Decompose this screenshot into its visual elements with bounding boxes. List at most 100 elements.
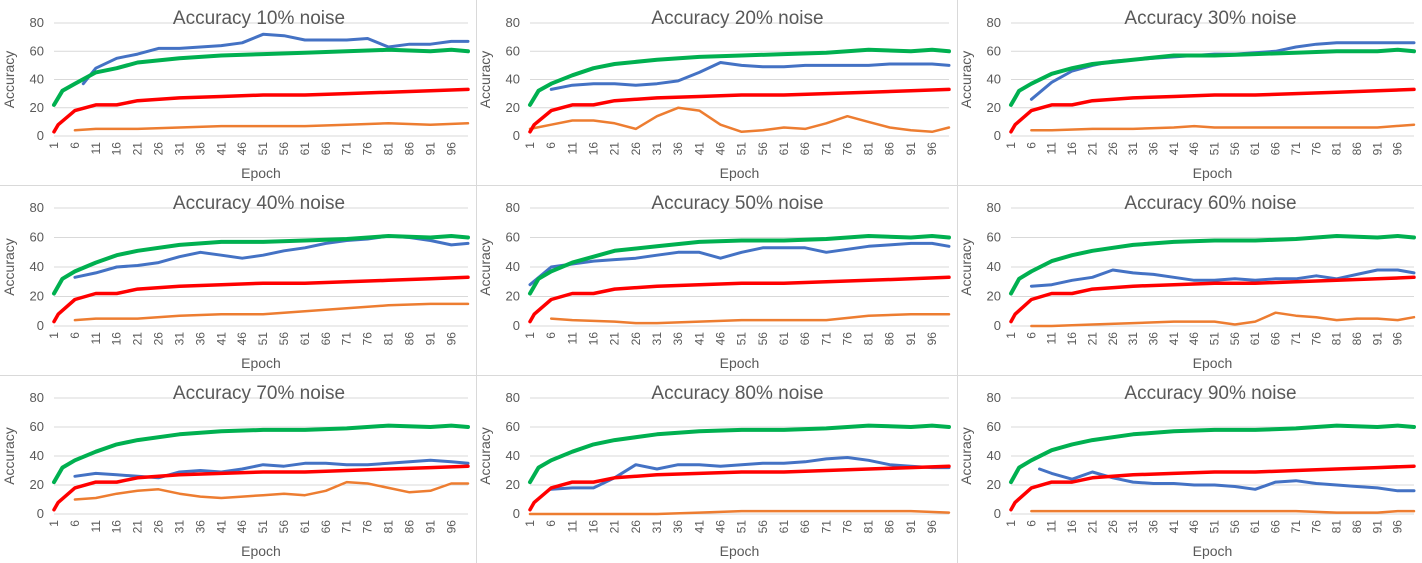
chart-panel: 0 20 40 60 80 1 6 11 16 21 26 31 36 41 46 51 56 61 66 71 76 8… <box>957 185 1422 375</box>
x-tick-label: 91 <box>1370 332 1384 346</box>
x-tick-label: 46 <box>1187 332 1201 346</box>
x-tick-label: 96 <box>925 332 939 346</box>
y-tick-label: 20 <box>30 477 44 492</box>
series-line-red <box>1009 464 1416 512</box>
x-tick-label: 16 <box>110 332 124 346</box>
x-tick-label: 16 <box>586 142 600 156</box>
y-tick-label: 80 <box>506 15 520 30</box>
x-tick-label: 56 <box>756 520 770 534</box>
x-tick-label: 26 <box>152 520 166 534</box>
x-tick-label: 81 <box>862 142 876 156</box>
x-tick-label: 31 <box>172 332 186 346</box>
x-tick-label: 81 <box>862 332 876 346</box>
x-tick-label: 1 <box>47 142 61 149</box>
series-line-green <box>52 234 470 296</box>
chart-panel: 0 20 40 60 80 1 6 11 16 21 26 31 36 41 46 51 56 61 66 71 76 8… <box>957 375 1422 563</box>
chart-panel: 0 20 40 60 80 1 6 11 16 21 26 31 36 41 46 51 56 61 66 71 76 8… <box>0 375 476 563</box>
x-tick-label: 1 <box>523 142 537 149</box>
series-line-green <box>52 47 470 107</box>
y-tick-label: 80 <box>30 390 44 405</box>
y-tick-label: 60 <box>987 43 1001 58</box>
x-tick-label: 41 <box>692 332 706 346</box>
x-tick-label: 56 <box>1228 142 1242 156</box>
x-axis-label: Epoch <box>241 165 281 181</box>
y-tick-label: 20 <box>506 477 520 492</box>
x-tick-label: 76 <box>361 332 375 346</box>
x-tick-label: 26 <box>629 142 643 156</box>
x-tick-label: 21 <box>1085 142 1099 156</box>
y-tick-label: 0 <box>513 318 520 333</box>
x-tick-label: 66 <box>319 332 333 346</box>
y-tick-label: 60 <box>987 230 1001 245</box>
y-tick-label: 0 <box>513 506 520 521</box>
x-tick-label: 86 <box>402 142 416 156</box>
x-tick-label: 6 <box>1024 332 1038 339</box>
x-tick-label: 61 <box>777 332 791 346</box>
y-tick-label: 20 <box>30 289 44 304</box>
x-tick-label: 16 <box>1065 332 1079 346</box>
y-tick-label: 0 <box>37 128 44 143</box>
x-tick-label: 11 <box>89 520 103 533</box>
x-tick-label: 51 <box>256 142 270 156</box>
x-tick-label: 6 <box>68 142 82 149</box>
series-line-red <box>528 275 951 324</box>
x-tick-label: 26 <box>152 142 166 156</box>
x-tick-label: 91 <box>904 142 918 156</box>
y-tick-label: 60 <box>506 43 520 58</box>
x-tick-label: 11 <box>1045 142 1059 155</box>
x-tick-label: 71 <box>1289 520 1303 534</box>
x-tick-label: 16 <box>586 332 600 346</box>
y-tick-label: 20 <box>987 289 1001 304</box>
x-tick-label: 31 <box>650 520 664 534</box>
x-tick-label: 71 <box>1289 142 1303 156</box>
y-tick-label: 20 <box>987 477 1001 492</box>
x-tick-label: 16 <box>110 142 124 156</box>
x-tick-label: 11 <box>565 332 579 345</box>
panel-divider <box>957 0 958 563</box>
series-line-orange <box>1030 311 1416 328</box>
x-tick-label: 61 <box>298 520 312 534</box>
x-tick-label: 71 <box>340 142 354 156</box>
y-tick-label: 0 <box>994 506 1001 521</box>
x-tick-label: 81 <box>862 520 876 534</box>
x-tick-label: 51 <box>256 332 270 346</box>
x-axis-label: Epoch <box>1193 165 1233 181</box>
series-line-orange <box>528 509 951 516</box>
x-tick-label: 56 <box>1228 520 1242 534</box>
chart-title: Accuracy 50% noise <box>651 193 823 214</box>
x-axis-label: Epoch <box>720 355 760 371</box>
x-tick-label: 46 <box>235 520 249 534</box>
y-tick-label: 60 <box>30 43 44 58</box>
x-tick-label: 41 <box>214 332 228 346</box>
x-tick-label: 66 <box>798 332 812 346</box>
x-tick-label: 41 <box>214 520 228 534</box>
y-tick-label: 40 <box>506 72 520 87</box>
x-tick-label: 96 <box>925 520 939 534</box>
x-axis-label: Epoch <box>241 355 281 371</box>
y-tick-label: 0 <box>994 318 1001 333</box>
x-tick-label: 36 <box>1146 142 1160 156</box>
x-tick-label: 96 <box>1391 520 1405 534</box>
x-axis-label: Epoch <box>1193 355 1233 371</box>
series-line-green <box>528 47 951 107</box>
y-axis-label: Accuracy <box>477 238 493 296</box>
x-tick-label: 61 <box>1248 520 1262 534</box>
x-tick-label: 66 <box>319 520 333 534</box>
x-tick-label: 31 <box>650 142 664 156</box>
y-tick-label: 40 <box>506 259 520 274</box>
x-tick-label: 6 <box>1024 520 1038 527</box>
x-tick-label: 46 <box>713 142 727 156</box>
x-tick-label: 56 <box>1228 332 1242 346</box>
x-tick-label: 56 <box>756 142 770 156</box>
x-tick-label: 96 <box>444 520 458 534</box>
y-tick-label: 80 <box>987 200 1001 215</box>
x-tick-label: 1 <box>1004 142 1018 149</box>
x-tick-label: 51 <box>735 520 749 534</box>
series-line-red <box>1009 275 1416 324</box>
x-tick-label: 6 <box>68 332 82 339</box>
x-tick-label: 51 <box>256 520 270 534</box>
y-tick-label: 20 <box>987 100 1001 115</box>
